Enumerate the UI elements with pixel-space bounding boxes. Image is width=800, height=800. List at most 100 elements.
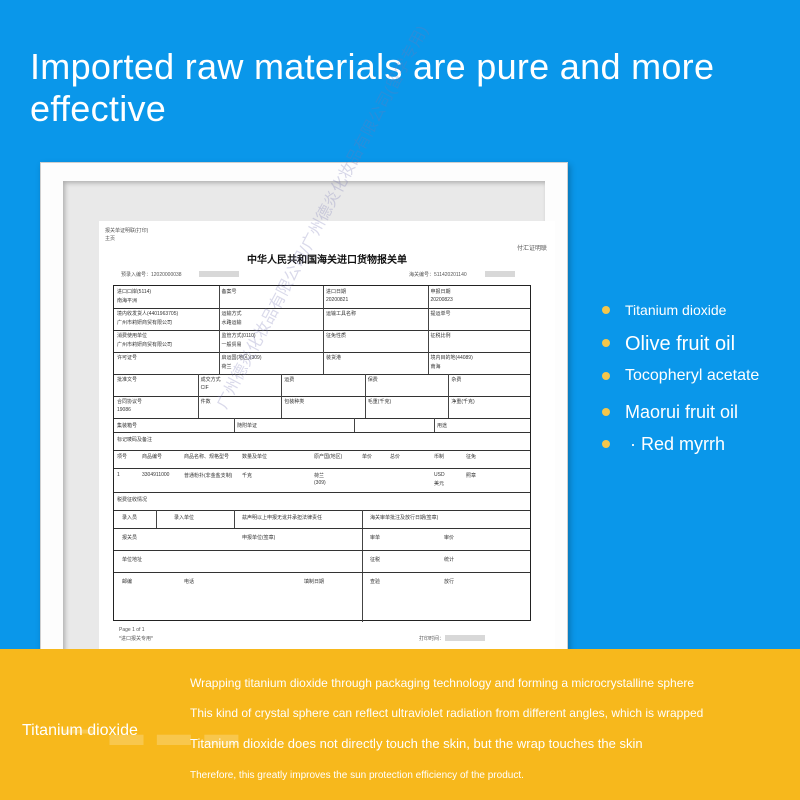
form-row-line — [114, 418, 530, 419]
form-col-line — [323, 330, 324, 352]
form-cell: 装货港 — [326, 355, 342, 361]
form-cell: 邮编 — [122, 579, 133, 585]
frame-mat: 报关单证明联(打印) 主页 付汇证明联 中华人民共和国海关进口货物报关单 预录入… — [63, 23, 555, 671]
form-row-line — [114, 330, 530, 331]
pre-entry-number: 预录入编号：12020000038 — [121, 272, 182, 278]
form-cell: 征税 — [370, 557, 381, 563]
form-cell: 境内目的地(44089) — [430, 355, 473, 361]
form-cell: 项号 — [117, 454, 128, 460]
bullet-icon — [602, 306, 610, 314]
form-cell: 包装种类 — [284, 399, 305, 405]
form-col-line — [197, 374, 199, 396]
form-col-line — [218, 352, 220, 374]
form-cell: 征免性质 — [326, 333, 347, 339]
form-cell: 毛重(千克) — [367, 399, 392, 405]
form-row-line — [114, 374, 530, 375]
form-row-line — [114, 352, 530, 353]
form-col-line — [234, 510, 235, 528]
form-cell: 件数 — [200, 399, 211, 405]
banner-label: Titanium dioxide — [22, 722, 138, 739]
bullet-icon — [602, 408, 610, 416]
banner-line: This kind of crystal sphere can reflect … — [190, 706, 704, 720]
form-cell: 商品名称、规格型号 — [184, 454, 230, 460]
form-cell: 录入员 — [122, 515, 138, 521]
form-cell: 提运单号 — [430, 311, 451, 317]
form-cell: 美元 — [434, 481, 445, 487]
form-col-line — [197, 396, 199, 418]
form-cell: 进口口岸(5114) — [117, 289, 152, 295]
form-cell: 海关审单批注及放行日期(签章) — [370, 515, 439, 521]
form-cell: 单位地址 — [122, 557, 143, 563]
form-col-line — [427, 308, 429, 330]
form-cell: 运费 — [284, 377, 295, 383]
form-cell: 启运国(地区)(309) — [221, 355, 262, 361]
info-banner — [0, 649, 800, 800]
form-col-line — [427, 286, 429, 308]
form-row-line — [114, 550, 530, 551]
form-cell: 监管方式(0110) — [221, 333, 256, 339]
doc-corner-sub: 主页 — [105, 236, 116, 242]
banner-ghost-text: 一 ▬ ▬ ▬ — [62, 715, 241, 753]
form-cell: USD — [434, 472, 445, 478]
form-cell: 净重(千克) — [451, 399, 475, 405]
form-col-line — [448, 374, 450, 396]
form-col-line — [234, 418, 235, 432]
form-cell: 审价 — [444, 535, 455, 541]
form-cell: 集装箱号 — [117, 423, 138, 429]
form-cell: 数量及单位 — [242, 454, 268, 460]
doc-corner-note: 报关单证明联(打印) — [105, 228, 149, 234]
form-cell: 放行 — [444, 579, 455, 585]
form-row-line — [114, 308, 530, 309]
form-cell: 标记唛码及备注 — [117, 437, 153, 443]
form-cell: 水路运输 — [221, 320, 242, 326]
form-cell: 商品编号 — [142, 454, 163, 460]
form-col-line — [218, 286, 220, 308]
bullet-icon — [602, 372, 610, 380]
form-cell: 录入单位 — [174, 515, 195, 521]
bullet-icon — [602, 440, 610, 448]
form-cell: 单价 — [362, 454, 373, 460]
form-cell: 进口日期 — [326, 289, 347, 295]
form-col-line — [364, 396, 366, 418]
form-cell: 20200821 — [326, 297, 349, 303]
form-col-line — [281, 374, 283, 396]
doc-print-time: 打印时间： — [419, 636, 445, 642]
form-col-line — [364, 374, 366, 396]
form-cell: 查验 — [370, 579, 381, 585]
form-row-line — [114, 572, 530, 573]
form-col-line — [323, 352, 324, 374]
form-row-line — [114, 450, 530, 451]
form-cell: 1 — [117, 472, 120, 478]
doc-copy-label: *进口报关专用* — [119, 636, 153, 642]
form-cell: 申报日期 — [430, 289, 451, 295]
form-cell: 币制 — [434, 454, 445, 460]
form-cell: 荷兰 — [221, 364, 232, 370]
form-cell: 消费使用单位 — [117, 333, 148, 339]
customs-document: 报关单证明联(打印) 主页 付汇证明联 中华人民共和国海关进口货物报关单 预录入… — [99, 23, 555, 671]
form-cell: 电话 — [184, 579, 195, 585]
form-col-line — [427, 352, 429, 374]
form-cell: 兹声明以上申报无讹并承担法律责任 — [242, 515, 323, 521]
form-cell: 照章 — [466, 473, 477, 479]
form-row-line — [114, 528, 530, 529]
form-cell: 运输方式 — [221, 311, 242, 317]
form-cell: 征免 — [466, 454, 477, 460]
form-cell: 统计 — [444, 557, 455, 563]
form-col-line — [323, 286, 324, 308]
doc-page: Page 1 of 1 — [119, 627, 145, 633]
form-cell: CIF — [200, 385, 209, 391]
form-cell: 19086 — [117, 407, 131, 413]
form-cell: 千克 — [242, 473, 253, 479]
declaration-form-grid: 进口口岸(5114) 南海平洲 备案号 进口日期 20200821 申报日期 2020082… — [113, 285, 531, 622]
form-row-line — [114, 510, 530, 511]
redaction — [445, 635, 485, 641]
form-cell: 填制日期 — [304, 579, 325, 585]
redaction — [485, 271, 515, 277]
form-cell: 税费征收情况 — [117, 497, 148, 503]
form-cell: 合同协议号 — [117, 399, 143, 405]
form-col-line — [156, 510, 157, 528]
form-col-line — [354, 418, 355, 432]
doc-right-tag: 付汇证明联 — [516, 246, 547, 252]
form-cell: 南海 — [430, 364, 441, 370]
form-row-line — [114, 468, 530, 469]
